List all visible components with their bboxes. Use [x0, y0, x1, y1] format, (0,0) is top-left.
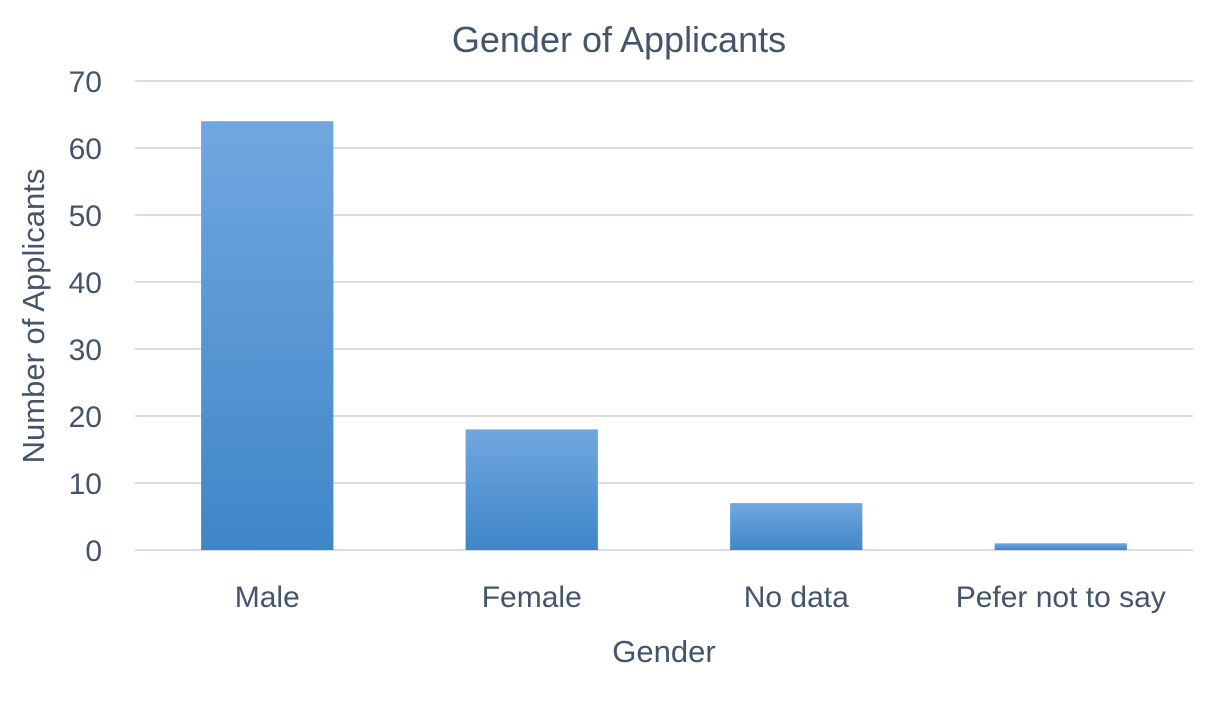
x-axis-ticks: Male Female No data Pefer not to say	[235, 581, 1166, 614]
y-tick-label: 50	[69, 200, 102, 233]
y-tick-label: 30	[69, 334, 102, 367]
y-axis-title: Number of Applicants	[16, 169, 51, 464]
x-axis-title: Gender	[612, 634, 715, 669]
x-tick-label: Male	[235, 581, 300, 614]
chart-title: Gender of Applicants	[452, 19, 786, 60]
y-tick-label: 40	[69, 267, 102, 300]
y-tick-label: 10	[69, 468, 102, 501]
x-tick-label: No data	[744, 581, 849, 614]
y-tick-label: 0	[85, 535, 102, 568]
bar-no-data	[730, 503, 863, 550]
y-tick-label: 20	[69, 401, 102, 434]
bar-female	[465, 429, 598, 550]
bars	[201, 121, 1127, 550]
y-axis-ticks: 0 10 20 30 40 50 60 70	[69, 66, 102, 568]
y-tick-label: 70	[69, 66, 102, 99]
y-tick-label: 60	[69, 133, 102, 166]
x-tick-label: Pefer not to say	[956, 581, 1166, 614]
x-tick-label: Female	[482, 581, 582, 614]
bar-pefer-not-to-say	[994, 543, 1127, 550]
bar-male	[201, 121, 334, 550]
